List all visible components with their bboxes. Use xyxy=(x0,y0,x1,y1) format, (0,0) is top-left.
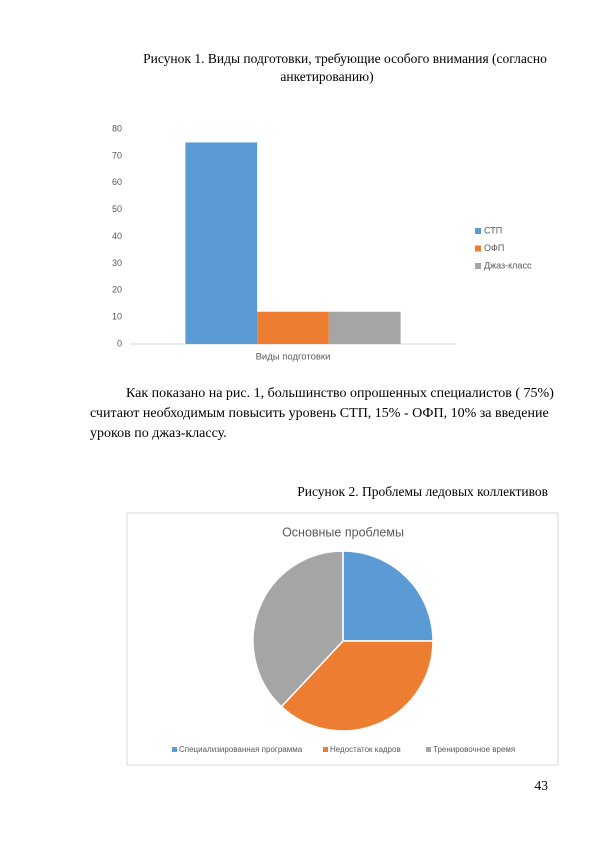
y-tick-label: 10 xyxy=(112,312,122,322)
figure-caption: Рисунок 2. Проблемы ледовых коллективов xyxy=(297,484,548,499)
legend-swatch xyxy=(323,747,328,752)
legend-label: Джаз-класс xyxy=(484,260,532,270)
pie-slice xyxy=(252,550,344,708)
bar xyxy=(328,311,401,344)
legend-swatch xyxy=(172,747,177,752)
legend-label: Специализированная программа xyxy=(179,745,303,754)
y-tick-label: 20 xyxy=(112,285,122,295)
x-tick-label: Виды подготовки xyxy=(256,352,331,363)
pie-slice xyxy=(280,640,434,732)
chart-title: Основные проблемы xyxy=(282,525,404,539)
page-number: 43 xyxy=(535,778,549,793)
figure-caption: Рисунок 1. Виды подготовки, требующие ос… xyxy=(143,51,547,66)
legend-label: Недостаток кадров xyxy=(330,745,401,754)
legend-label: СТП xyxy=(484,225,502,235)
y-tick-label: 70 xyxy=(112,150,122,160)
figure-caption: анкетированию) xyxy=(280,69,373,84)
pie-slice xyxy=(342,550,434,642)
paragraph: Как показано на рис. 1, большинство опро… xyxy=(90,386,554,441)
legend-label: Тренировочное время xyxy=(433,745,515,754)
y-tick-label: 30 xyxy=(112,258,122,268)
y-tick-label: 50 xyxy=(112,204,122,214)
legend-swatch xyxy=(426,747,431,752)
chart-frame xyxy=(126,512,559,766)
y-tick-label: 40 xyxy=(112,231,122,241)
legend-swatch xyxy=(475,245,481,252)
legend-label: ОФП xyxy=(484,243,504,253)
y-tick-label: 60 xyxy=(112,177,122,187)
y-tick-label: 80 xyxy=(112,123,122,133)
bar xyxy=(257,311,329,344)
legend-swatch xyxy=(475,228,481,234)
y-tick-label: 0 xyxy=(117,338,122,348)
bar xyxy=(185,142,258,344)
legend-swatch xyxy=(475,263,481,269)
